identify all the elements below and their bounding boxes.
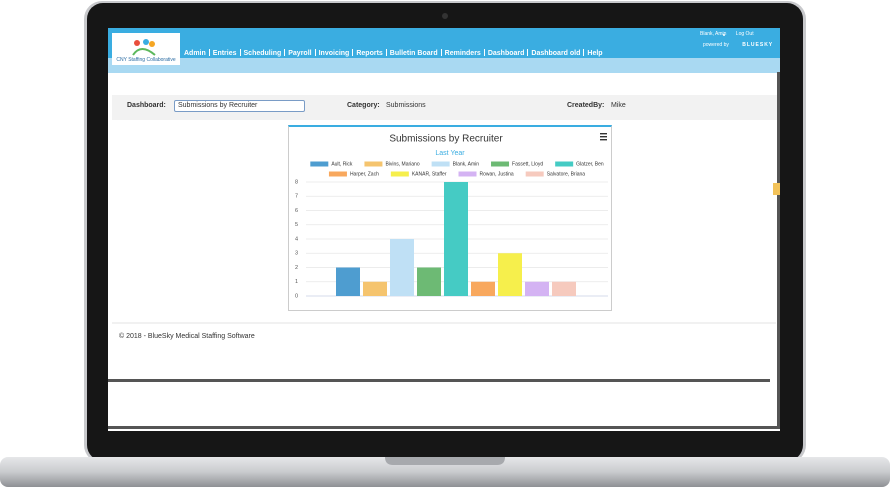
y-tick-label: 5	[295, 222, 298, 228]
nav-item[interactable]: Dashboard old	[531, 50, 581, 57]
nav: Admin Entries Scheduling Payroll Invoicing Re…	[184, 42, 606, 60]
created-label: CreatedBy:	[567, 102, 605, 109]
dashboard-label: Dashboard:	[127, 102, 166, 109]
legend-label: Harper, Zach	[350, 171, 379, 177]
nav-separator	[314, 49, 316, 56]
legend-label: Blank, Amin	[453, 161, 480, 167]
nav-item[interactable]: Payroll	[288, 50, 312, 57]
header-bar	[108, 28, 780, 58]
chart-subtitle: Last Year	[435, 150, 465, 157]
scroll-line	[108, 426, 780, 429]
nav-item[interactable]: Reminders	[444, 50, 481, 57]
chart-title: Submissions by Recruiter	[389, 134, 503, 145]
nav-separator	[239, 49, 241, 56]
y-tick-label: 7	[295, 194, 298, 200]
bar	[336, 267, 360, 296]
bar	[498, 253, 522, 296]
legend-label: Rowan, Justina	[480, 171, 514, 177]
user-area: Blank, Amin Log Out	[700, 31, 754, 37]
nav-separator	[527, 49, 529, 56]
powered: powered by BLUESKY	[703, 42, 773, 48]
legend-label: Bivins, Mariano	[385, 161, 419, 167]
bar	[363, 281, 387, 296]
legend-swatch	[458, 171, 477, 177]
nav-separator	[483, 49, 485, 56]
legend-swatch	[364, 161, 383, 167]
legend-swatch	[390, 171, 409, 177]
legend-label: Glatzer, Ben	[576, 161, 604, 167]
legend-swatch	[525, 171, 544, 177]
logo-icon	[143, 39, 149, 45]
nav-item[interactable]: Entries	[212, 50, 237, 57]
powered-by: powered by	[703, 42, 729, 48]
chart: Submissions by Recruiter Last Year 0 1 2 3 4…	[288, 125, 612, 311]
menu-icon[interactable]	[600, 133, 607, 141]
logout[interactable]: Log Out	[735, 31, 754, 37]
nav-separator	[208, 49, 210, 56]
footer: © 2018 - BlueSky Medical Staffing Softwa…	[119, 333, 255, 340]
header-band	[108, 58, 780, 73]
legend-row: Harper, Zach KANAR, Staffer Rowan, Justina…	[328, 171, 586, 177]
bar	[390, 239, 414, 296]
scroll-line	[108, 379, 770, 382]
nav-item[interactable]: Admin	[184, 50, 206, 57]
nav-item[interactable]: Reports	[356, 50, 383, 57]
y-tick-label: 6	[295, 208, 298, 214]
y-tick-label: 0	[295, 293, 298, 299]
bar	[552, 281, 576, 296]
nav-separator	[440, 49, 442, 56]
legend-row: Ault, Rick Bivins, Mariano Blank, Amin Fass…	[310, 161, 604, 167]
nav-item[interactable]: Scheduling	[243, 50, 282, 57]
logo-icon	[134, 40, 140, 46]
bar	[471, 281, 495, 296]
legend-swatch	[328, 171, 347, 177]
brand: BLUESKY	[742, 42, 774, 48]
y-tick-label: 1	[295, 279, 298, 285]
bar	[525, 281, 549, 296]
nav-separator	[284, 49, 286, 56]
legend-label: Ault, Rick	[331, 161, 353, 167]
nav-item[interactable]: Bulletin Board	[389, 50, 438, 57]
bar	[417, 267, 441, 296]
nav-item[interactable]: Invoicing	[318, 50, 350, 57]
nav-separator	[583, 49, 585, 56]
y-tick-label: 4	[295, 236, 298, 242]
legend-label: Fassett, Lloyd	[512, 161, 543, 167]
camera	[442, 13, 448, 19]
category-value: Submissions	[386, 102, 426, 109]
legend-swatch	[491, 161, 510, 167]
legend-label: Salvatore, Briana	[547, 171, 586, 177]
scrollbar	[777, 72, 780, 427]
user-name[interactable]: Blank, Amin	[700, 31, 727, 37]
notch	[385, 457, 505, 465]
y-tick-label: 8	[295, 179, 298, 185]
legend-label: KANAR, Staffer	[412, 171, 447, 177]
y-tick-label: 3	[295, 251, 298, 257]
nav-separator	[352, 49, 354, 56]
laptop-base	[0, 457, 890, 487]
created-value: Mike	[611, 102, 626, 109]
side-tab	[773, 183, 780, 195]
logo-icon	[132, 48, 156, 56]
dashboard-select[interactable]: Submissions by Recruiter	[174, 100, 305, 112]
nav-item[interactable]: Help	[587, 50, 603, 57]
legend-swatch	[431, 161, 450, 167]
legend-swatch	[310, 161, 329, 167]
category-label: Category:	[347, 102, 380, 109]
logo-text: CNY Staffing Collaborative	[116, 57, 176, 63]
bullet	[723, 34, 725, 36]
nav-item[interactable]: Dashboard	[487, 50, 525, 57]
y-tick-label: 2	[295, 265, 298, 271]
legend-swatch	[555, 161, 574, 167]
nav-separator	[385, 49, 387, 56]
bar	[444, 182, 468, 296]
logo-icon	[149, 41, 155, 47]
